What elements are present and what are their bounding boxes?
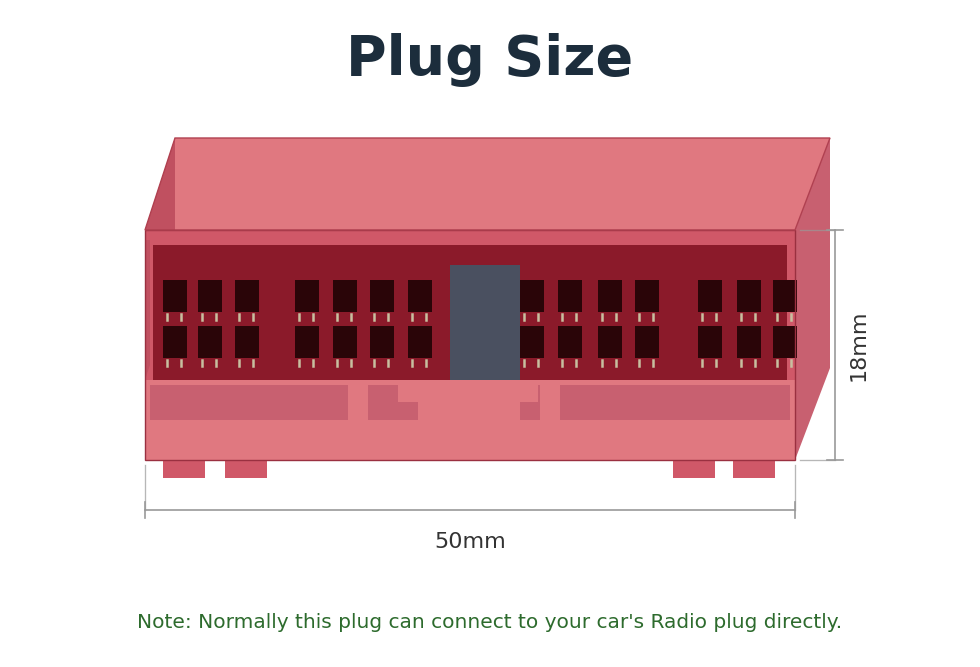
- Bar: [225, 460, 267, 478]
- Polygon shape: [145, 240, 150, 380]
- Polygon shape: [145, 138, 830, 230]
- Text: Plug Size: Plug Size: [347, 33, 633, 87]
- Bar: [153, 245, 787, 380]
- Bar: [673, 460, 715, 478]
- Polygon shape: [795, 138, 830, 460]
- Bar: [145, 230, 795, 460]
- Bar: [698, 326, 722, 358]
- Bar: [163, 280, 187, 312]
- Bar: [333, 326, 357, 358]
- Bar: [635, 326, 659, 358]
- Bar: [773, 326, 797, 358]
- Bar: [635, 280, 659, 312]
- Bar: [558, 280, 582, 312]
- Bar: [370, 326, 394, 358]
- Bar: [235, 326, 259, 358]
- Bar: [295, 326, 319, 358]
- Bar: [198, 280, 222, 312]
- Bar: [163, 460, 205, 478]
- Bar: [150, 385, 348, 420]
- Bar: [198, 326, 222, 358]
- Bar: [145, 230, 795, 460]
- Bar: [295, 280, 319, 312]
- Bar: [737, 280, 761, 312]
- Bar: [560, 385, 790, 420]
- Bar: [773, 280, 797, 312]
- Bar: [520, 280, 544, 312]
- Bar: [408, 326, 432, 358]
- Bar: [235, 280, 259, 312]
- Bar: [598, 280, 622, 312]
- Bar: [520, 326, 544, 358]
- Polygon shape: [145, 138, 175, 460]
- Bar: [698, 280, 722, 312]
- Bar: [370, 280, 394, 312]
- Bar: [368, 385, 540, 420]
- Bar: [408, 280, 432, 312]
- Text: 50mm: 50mm: [434, 532, 506, 552]
- Bar: [558, 326, 582, 358]
- Bar: [145, 380, 795, 460]
- Text: Note: Normally this plug can connect to your car's Radio plug directly.: Note: Normally this plug can connect to …: [137, 612, 843, 632]
- Text: 18mm: 18mm: [849, 309, 869, 381]
- Bar: [737, 326, 761, 358]
- Bar: [598, 326, 622, 358]
- Bar: [163, 326, 187, 358]
- Polygon shape: [398, 380, 538, 428]
- Bar: [733, 460, 775, 478]
- Bar: [333, 280, 357, 312]
- Bar: [450, 265, 520, 390]
